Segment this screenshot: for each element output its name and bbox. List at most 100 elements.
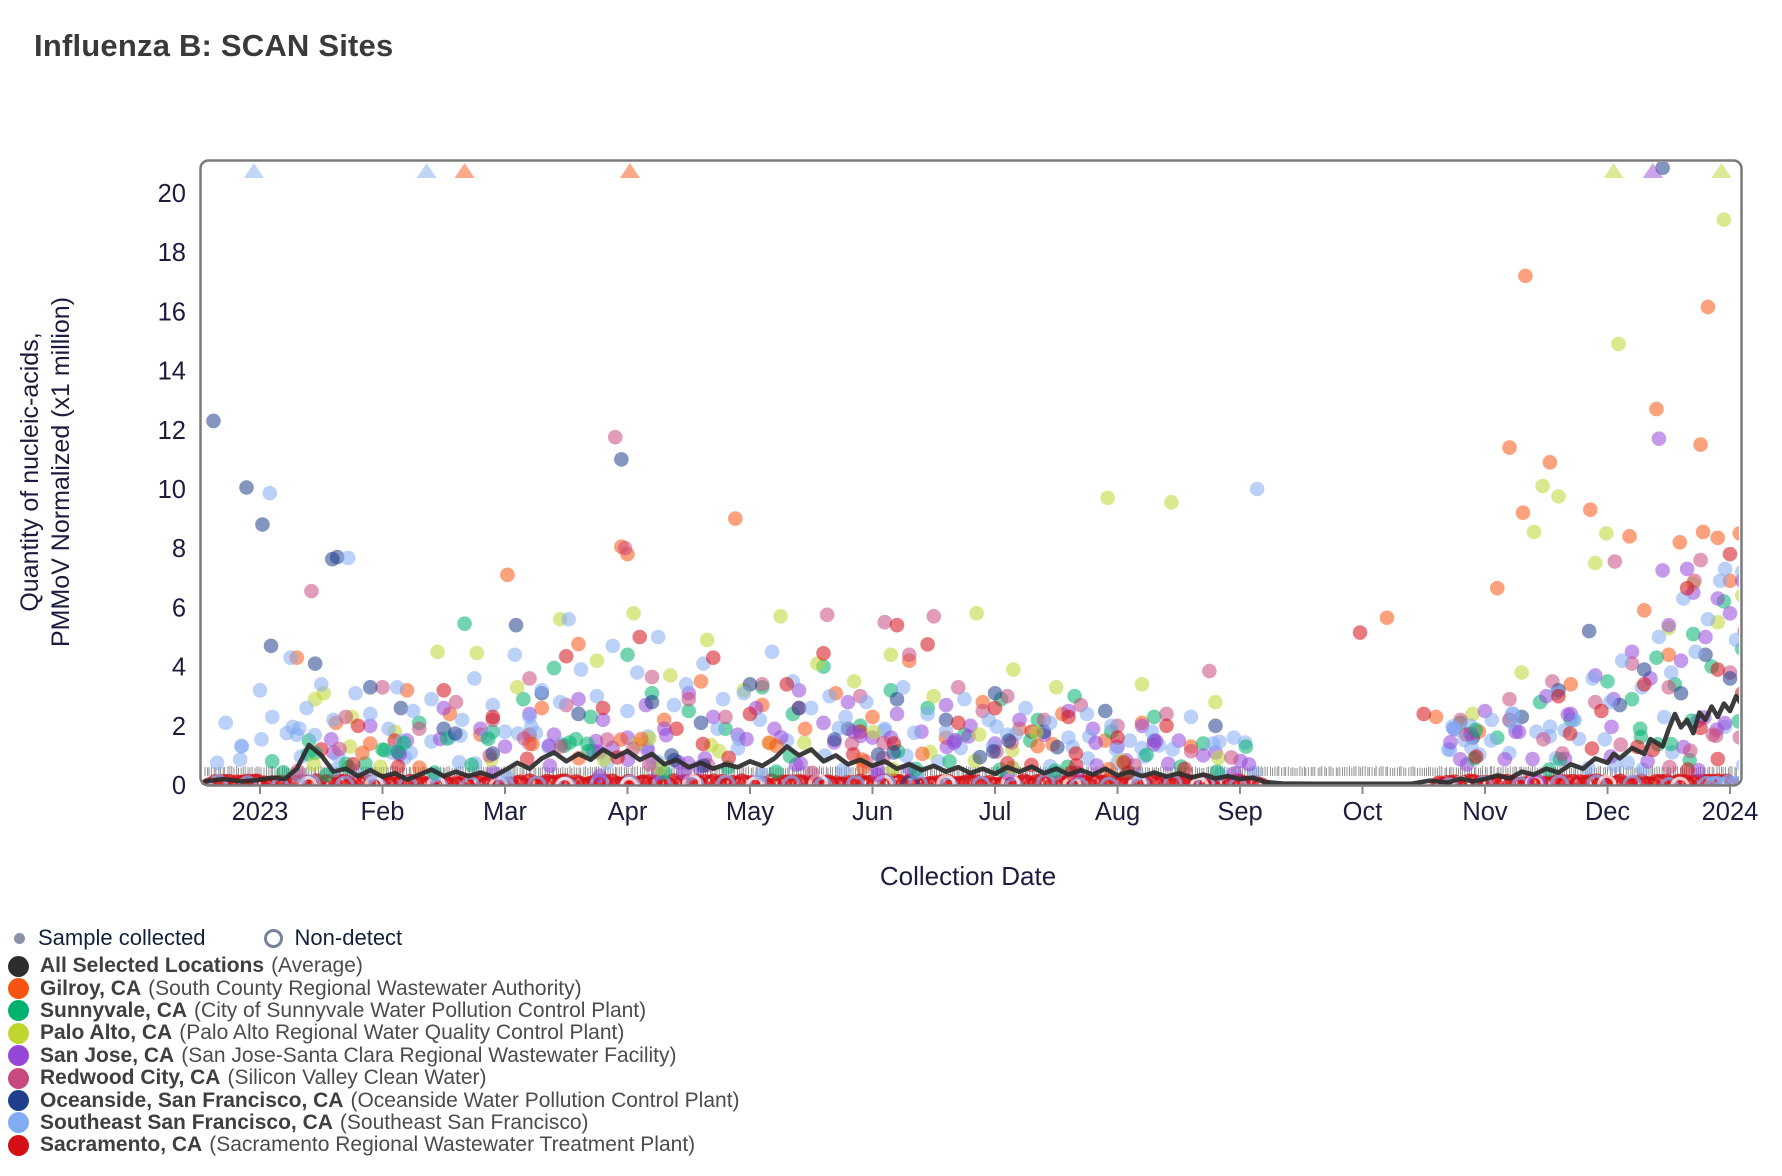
data-point[interactable]: [1747, 556, 1762, 571]
data-point[interactable]: [950, 715, 966, 731]
data-point[interactable]: [583, 709, 599, 725]
non-detect-point[interactable]: [1556, 774, 1577, 792]
data-point[interactable]: [1598, 526, 1614, 541]
data-point[interactable]: [457, 616, 472, 631]
data-point[interactable]: [987, 685, 1003, 701]
data-point[interactable]: [803, 700, 819, 716]
non-detect-point[interactable]: [1004, 777, 1024, 795]
data-point[interactable]: [1012, 712, 1027, 728]
data-point[interactable]: [1737, 624, 1752, 639]
data-point[interactable]: [742, 706, 758, 722]
data-point[interactable]: [1449, 722, 1464, 737]
data-point[interactable]: [938, 697, 954, 713]
data-point[interactable]: [1511, 724, 1527, 740]
data-point[interactable]: [1607, 554, 1623, 569]
data-point[interactable]: [793, 756, 808, 771]
data-point[interactable]: [542, 758, 558, 774]
data-point[interactable]: [957, 691, 972, 707]
data-point[interactable]: [1139, 747, 1154, 763]
data-point[interactable]: [699, 632, 715, 648]
data-point[interactable]: [1042, 715, 1058, 731]
non-detect-point[interactable]: [820, 775, 840, 793]
non-detect-point[interactable]: [986, 777, 1006, 795]
data-point[interactable]: [553, 739, 569, 754]
non-detect-point[interactable]: [527, 775, 547, 793]
data-point[interactable]: [1497, 751, 1513, 767]
data-point[interactable]: [1584, 741, 1600, 756]
data-point[interactable]: [838, 709, 853, 725]
offscale-triangle[interactable]: [416, 163, 437, 178]
non-detect-point[interactable]: [435, 776, 456, 794]
data-point[interactable]: [561, 611, 576, 627]
data-point[interactable]: [1505, 706, 1521, 722]
data-point[interactable]: [552, 694, 568, 710]
data-point[interactable]: [1535, 478, 1550, 494]
legend-item[interactable]: Redwood City, CA (Silicon Valley Clean Wa…: [8, 1066, 740, 1089]
data-point[interactable]: [926, 608, 942, 624]
data-point[interactable]: [541, 738, 557, 753]
legend-item[interactable]: All Selected Locations (Average): [8, 954, 740, 977]
data-point[interactable]: [695, 736, 711, 752]
data-point[interactable]: [218, 715, 233, 731]
non-detect-point[interactable]: [682, 773, 702, 792]
data-point[interactable]: [362, 718, 378, 734]
data-point[interactable]: [1134, 677, 1150, 692]
legend-item[interactable]: Oceanside, San Francisco, CA (Oceanside W…: [8, 1089, 740, 1112]
data-point[interactable]: [971, 727, 987, 742]
data-point[interactable]: [338, 709, 354, 725]
non-detect-point[interactable]: [1743, 779, 1759, 795]
data-point[interactable]: [1211, 750, 1226, 766]
data-point[interactable]: [816, 645, 831, 661]
non-detect-point[interactable]: [936, 774, 956, 792]
data-point[interactable]: [1597, 732, 1613, 747]
data-point[interactable]: [870, 767, 886, 783]
data-point[interactable]: [263, 638, 279, 654]
data-point[interactable]: [1685, 626, 1701, 642]
non-detect-point[interactable]: [971, 775, 991, 793]
data-point[interactable]: [519, 751, 535, 767]
data-point[interactable]: [1661, 617, 1677, 633]
non-detect-point[interactable]: [1511, 776, 1531, 794]
data-point[interactable]: [920, 706, 935, 722]
data-point[interactable]: [1061, 709, 1076, 725]
data-point[interactable]: [1514, 665, 1530, 680]
data-point[interactable]: [831, 720, 847, 736]
data-point[interactable]: [326, 712, 341, 728]
data-point[interactable]: [613, 732, 629, 747]
non-detect-point[interactable]: [1087, 774, 1107, 792]
data-point[interactable]: [1710, 662, 1726, 677]
data-point[interactable]: [710, 721, 725, 736]
data-point[interactable]: [307, 727, 322, 743]
data-point[interactable]: [448, 694, 464, 710]
data-point[interactable]: [1717, 561, 1733, 577]
data-point[interactable]: [877, 614, 893, 630]
data-point[interactable]: [1695, 524, 1711, 540]
data-point[interactable]: [469, 645, 485, 661]
data-point[interactable]: [1159, 718, 1174, 734]
data-point[interactable]: [1468, 722, 1484, 738]
data-point[interactable]: [658, 727, 674, 743]
data-point[interactable]: [779, 677, 795, 692]
data-point[interactable]: [252, 682, 268, 698]
data-point[interactable]: [373, 759, 388, 775]
data-point[interactable]: [1710, 530, 1726, 546]
non-detect-point[interactable]: [1659, 777, 1679, 795]
data-point[interactable]: [644, 669, 660, 685]
data-point[interactable]: [926, 688, 942, 704]
data-point[interactable]: [1202, 663, 1217, 679]
data-point[interactable]: [1682, 743, 1698, 758]
data-point[interactable]: [1018, 700, 1033, 716]
data-point[interactable]: [1483, 733, 1499, 748]
data-point[interactable]: [508, 617, 524, 633]
data-point[interactable]: [1613, 737, 1628, 753]
data-point[interactable]: [693, 715, 709, 731]
data-point[interactable]: [307, 656, 323, 671]
data-point[interactable]: [485, 697, 501, 713]
influenza-scatter-chart[interactable]: 0 2 4 6 8 10 12 14 16 18 20 2023 Feb Mar Apr May Jun Jul A…: [0, 0, 1782, 900]
data-point[interactable]: [1238, 739, 1254, 754]
offscale-triangle[interactable]: [243, 163, 264, 178]
data-point[interactable]: [497, 739, 513, 754]
data-point[interactable]: [650, 629, 666, 645]
data-point[interactable]: [1226, 730, 1242, 745]
data-point[interactable]: [1249, 481, 1265, 497]
